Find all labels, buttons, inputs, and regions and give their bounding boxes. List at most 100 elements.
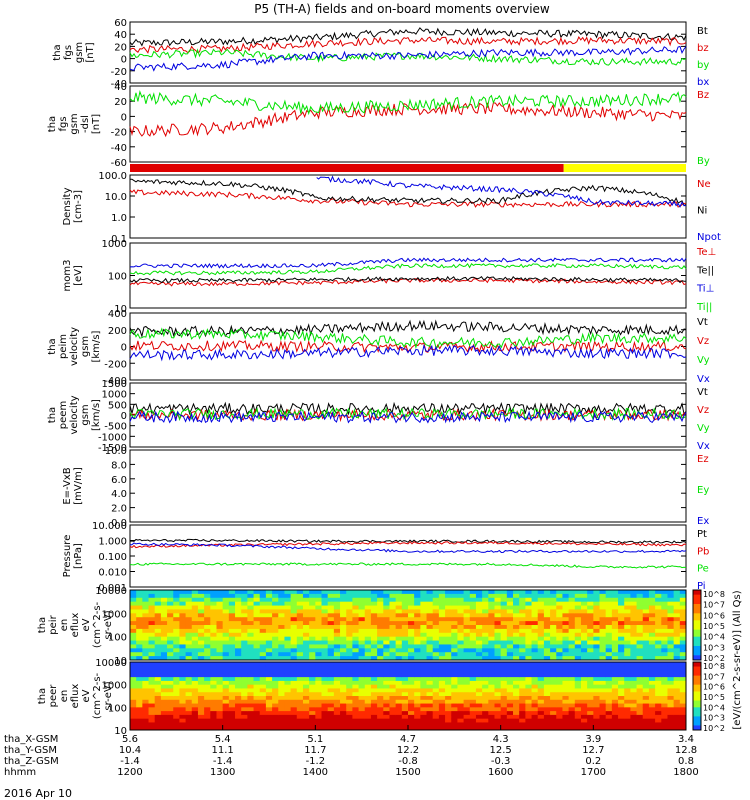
spectrogram-cell xyxy=(414,714,421,720)
spectrogram-cell xyxy=(327,656,335,661)
spectrogram-cell xyxy=(290,648,298,653)
spectrogram-cell xyxy=(228,684,236,689)
legend-Vy: Vy xyxy=(697,423,710,434)
spectrogram-cell xyxy=(290,707,298,712)
spectrogram-cell xyxy=(599,673,607,678)
spectrogram-cell xyxy=(475,640,483,645)
spectrogram-cell xyxy=(383,696,390,701)
spectrogram-cell xyxy=(148,644,156,649)
spectrogram-cell xyxy=(655,669,662,674)
spectrogram-cell xyxy=(302,699,310,705)
spectrogram-cell xyxy=(537,711,545,716)
spectrogram-cell xyxy=(160,605,168,610)
spectrogram-cell xyxy=(642,692,650,697)
spectrogram-cell xyxy=(327,601,335,607)
spectrogram-cell xyxy=(278,692,285,697)
spectrogram-cell xyxy=(228,707,236,712)
spectrogram-cell xyxy=(216,636,224,642)
spectrogram-cell xyxy=(642,711,650,716)
spectrogram-cell xyxy=(673,673,681,678)
spectrogram-cell xyxy=(568,665,576,671)
spectrogram-cell xyxy=(302,669,310,674)
spectrogram-cell xyxy=(352,722,360,727)
spectrogram-cell xyxy=(667,688,675,693)
series-line-bz xyxy=(129,35,687,54)
spectrogram-cell xyxy=(340,711,347,716)
spectrogram-cell xyxy=(241,726,248,731)
spectrogram-cell xyxy=(383,605,390,610)
spectrogram-cell xyxy=(463,636,471,642)
spectrogram-cell xyxy=(673,665,681,671)
spectrogram-cell xyxy=(580,707,588,712)
spectrogram-cell xyxy=(284,699,292,705)
spectrogram-cell xyxy=(346,656,353,661)
spectrogram-cell xyxy=(167,601,174,607)
spectrogram-cell xyxy=(296,680,304,686)
spectrogram-cell xyxy=(593,703,601,708)
spectrogram-cell xyxy=(383,707,390,712)
spectrogram-cell xyxy=(475,662,483,667)
colorbar-step xyxy=(693,606,701,610)
spectrogram-cell xyxy=(204,726,211,731)
spectrogram-cell xyxy=(482,640,489,645)
spectrogram-cell xyxy=(395,597,403,603)
spectrogram-cell xyxy=(611,673,619,678)
spectrogram-cell xyxy=(346,726,353,731)
panel-frame xyxy=(129,174,687,239)
spectrogram-cell xyxy=(587,613,594,618)
spectrogram-cell xyxy=(327,636,335,642)
spectrogram-cell xyxy=(494,726,502,731)
colorbar-step xyxy=(693,709,701,713)
spectrogram-cell xyxy=(216,714,224,720)
spectrogram-cell xyxy=(296,703,304,708)
spectrogram-cell xyxy=(333,684,341,689)
spectrogram-cell xyxy=(309,696,316,701)
spectrogram-cell xyxy=(543,669,551,674)
spectrogram-cell xyxy=(611,605,619,610)
spectrogram-cell xyxy=(352,707,360,712)
y-tick-label: -1000 xyxy=(98,432,127,443)
spectrogram-cell xyxy=(265,644,273,649)
spectrogram-cell xyxy=(513,605,520,610)
spectrogram-cell xyxy=(346,662,353,667)
spectrogram-cell xyxy=(593,609,601,614)
spectrogram-cell xyxy=(679,684,687,689)
spectrogram-cell xyxy=(216,652,224,657)
spectrogram-cell xyxy=(197,673,205,678)
spectrogram-cell xyxy=(235,636,242,642)
spectrogram-cell xyxy=(210,662,217,667)
spectrogram-cell xyxy=(673,597,681,603)
spectrogram-cell xyxy=(605,605,613,610)
spectrogram-cell xyxy=(340,696,347,701)
spectrogram-cell xyxy=(333,726,341,731)
y-axis-label: E=-VxB xyxy=(62,467,73,504)
spectrogram-cell xyxy=(364,699,372,705)
spectrogram-cell xyxy=(445,662,452,667)
spectrogram-cell xyxy=(154,703,162,708)
spectrogram-cell xyxy=(445,673,452,678)
spectrogram-cell xyxy=(420,636,428,642)
spectrogram-cell xyxy=(191,692,199,697)
spectrogram-cell xyxy=(531,640,539,645)
spectrogram-cell xyxy=(383,684,390,689)
spectrogram-cell xyxy=(457,688,465,693)
spectrogram-cell xyxy=(661,707,668,712)
spectrogram-cell xyxy=(142,680,150,686)
spectrogram-cell xyxy=(556,617,563,622)
spectrogram-cell xyxy=(513,699,520,705)
spectrogram-cell xyxy=(284,648,292,653)
spectrogram-cell xyxy=(605,593,613,599)
spectrogram-cell xyxy=(247,699,255,705)
spectrogram-cell xyxy=(408,703,415,708)
spectrogram-cell xyxy=(494,632,502,638)
spectrogram-cell xyxy=(179,722,187,727)
spectrogram-cell xyxy=(506,726,514,731)
spectrogram-cell xyxy=(630,673,638,678)
spectrogram-cell xyxy=(278,726,285,731)
spectrogram-cell xyxy=(247,726,255,731)
spectrogram-cell xyxy=(642,640,650,645)
spectrogram-cell xyxy=(327,714,335,720)
spectrogram-cell xyxy=(630,644,638,649)
spectrogram-cell xyxy=(475,656,483,661)
